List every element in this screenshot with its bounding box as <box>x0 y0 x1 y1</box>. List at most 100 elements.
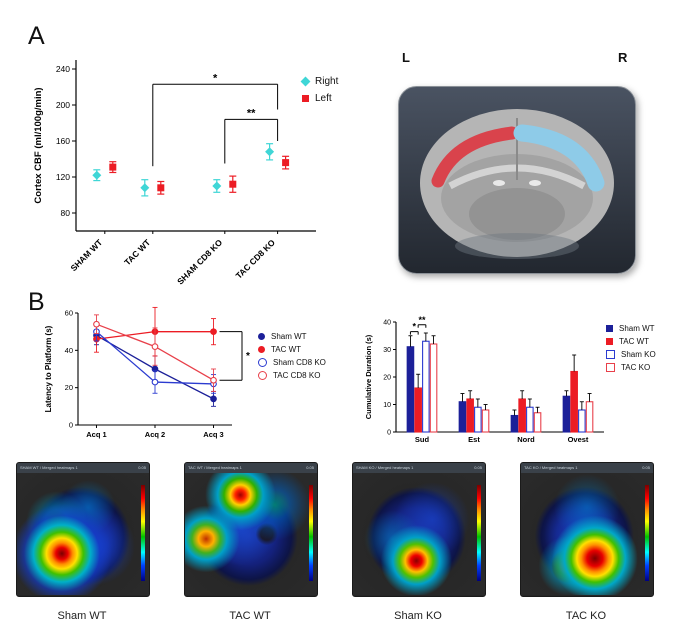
legend-label: TAC WT <box>619 337 650 346</box>
legend-item: Sham KO <box>606 350 656 359</box>
heatmap-colorbar <box>645 485 649 581</box>
heatmap-caption-sham-wt: Sham WT <box>57 610 107 622</box>
heatmap-titlebar: SHAM WT / Merged heatmaps 1 0.05 <box>17 463 149 473</box>
heatmap-sham-ko: SHAM KO / Merged heatmaps 1 0.05 <box>352 462 486 597</box>
latency-svg: 0 20 40 60 Latency to Platform (s) Acq 1 Acq 2… <box>44 306 250 439</box>
svg-text:*: * <box>213 72 218 84</box>
legend-label: TAC WT <box>271 345 302 354</box>
legend-marker-square <box>606 363 615 372</box>
heatmap-blobs <box>185 473 317 595</box>
heatmap-canvas <box>521 473 653 595</box>
svg-text:Est: Est <box>468 435 480 444</box>
legend-marker-circle <box>258 333 265 340</box>
heatmap-blobs <box>17 473 149 595</box>
svg-text:160: 160 <box>56 136 70 146</box>
mri-brain-image <box>398 86 636 274</box>
legend-marker-square <box>606 350 615 359</box>
legend-marker-square <box>606 325 613 332</box>
svg-text:*: * <box>246 351 250 362</box>
legend-item: TAC WT <box>606 337 656 346</box>
legend-marker-diamond <box>300 76 311 87</box>
heatmap-blobs <box>353 473 485 595</box>
cbf-svg: 80 120 160 200 240 Cortex CBF (ml/100g/min) SH… <box>33 60 316 286</box>
mri-brain-svg <box>398 86 636 274</box>
legend-item: TAC WT <box>258 345 326 354</box>
svg-text:0: 0 <box>69 421 73 430</box>
heatmap-caption-sham-ko: Sham KO <box>394 610 442 622</box>
legend-label: Left <box>315 93 332 104</box>
heatmap-tac-ko: TAC KO / Merged heatmaps 1 0.05 <box>520 462 654 597</box>
heatmap-titlebar: SHAM KO / Merged heatmaps 1 0.05 <box>353 463 485 473</box>
mri-right-label: R <box>618 50 628 65</box>
heatmap-scale-value: 0.05 <box>474 465 482 470</box>
svg-text:40: 40 <box>65 346 73 355</box>
legend-marker-circle <box>258 371 267 380</box>
legend-marker-circle <box>258 346 265 353</box>
legend-marker-square <box>302 95 309 102</box>
svg-text:Cortex CBF (ml/100g/min): Cortex CBF (ml/100g/min) <box>33 87 44 203</box>
legend-label: TAC KO <box>621 363 651 372</box>
legend-marker-square <box>606 338 613 345</box>
svg-text:TAC CD8 KO: TAC CD8 KO <box>234 237 278 281</box>
svg-text:80: 80 <box>61 208 71 218</box>
mri-left-label: L <box>402 50 410 65</box>
mri-blue-region <box>513 124 605 192</box>
legend-item: Sham WT <box>606 324 656 333</box>
heatmap-caption-tac-ko: TAC KO <box>565 610 607 622</box>
legend-label: Sham WT <box>271 332 307 341</box>
svg-text:Sud: Sud <box>415 435 430 444</box>
heatmap-canvas <box>17 473 149 595</box>
legend-marker-circle <box>258 358 267 367</box>
heatmap-canvas <box>353 473 485 595</box>
heatmap-blobs <box>521 473 653 595</box>
heatmap-scale-value: 0.05 <box>306 465 314 470</box>
heatmap-titlebar: TAC WT / Merged heatmaps 1 0.05 <box>185 463 317 473</box>
mri-red-region <box>431 126 519 188</box>
svg-text:60: 60 <box>65 309 73 318</box>
legend-item: TAC KO <box>606 363 656 372</box>
svg-text:20: 20 <box>65 383 73 392</box>
legend-item: TAC CD8 KO <box>258 371 326 380</box>
legend-label: Sham WT <box>619 324 655 333</box>
legend-item: Sham CD8 KO <box>258 358 326 367</box>
duration-bar-chart: 0 10 20 30 40 Cumulative Duration (s) Sud Est No… <box>362 306 610 448</box>
svg-text:Latency to Platform (s): Latency to Platform (s) <box>44 325 53 412</box>
heatmap-colorbar <box>141 485 145 581</box>
svg-text:40: 40 <box>383 320 391 327</box>
svg-text:Ovest: Ovest <box>568 435 589 444</box>
svg-text:**: ** <box>247 107 256 119</box>
heatmap-title-text: TAC KO / Merged heatmaps 1 <box>524 465 578 470</box>
svg-text:Cumulative Duration (s): Cumulative Duration (s) <box>364 334 373 419</box>
latency-legend: Sham WT TAC WT Sham CD8 KO TAC CD8 KO <box>258 332 326 384</box>
legend-label: Sham CD8 KO <box>273 358 326 367</box>
legend-label: TAC CD8 KO <box>273 371 321 380</box>
legend-item: Left <box>302 93 338 104</box>
legend-item: Sham WT <box>258 332 326 341</box>
heatmap-colorbar <box>477 485 481 581</box>
svg-text:10: 10 <box>383 402 391 409</box>
panel-b-label: B <box>28 288 45 316</box>
heatmap-canvas <box>185 473 317 595</box>
duration-legend: Sham WT TAC WT Sham KO TAC KO <box>606 324 656 376</box>
svg-text:30: 30 <box>383 347 391 354</box>
legend-label: Sham KO <box>621 350 656 359</box>
svg-text:**: ** <box>418 315 426 325</box>
svg-text:TAC WT: TAC WT <box>122 237 153 268</box>
heatmap-titlebar: TAC KO / Merged heatmaps 1 0.05 <box>521 463 653 473</box>
svg-text:240: 240 <box>56 64 70 74</box>
heatmap-title-text: SHAM WT / Merged heatmaps 1 <box>20 465 78 470</box>
heatmap-title-text: SHAM KO / Merged heatmaps 1 <box>356 465 414 470</box>
cbf-legend: Right Left <box>300 76 338 110</box>
heatmap-scale-value: 0.05 <box>642 465 650 470</box>
svg-text:Nord: Nord <box>517 435 535 444</box>
cbf-scatter-chart: 80 120 160 200 240 Cortex CBF (ml/100g/min) SH… <box>30 46 360 291</box>
svg-text:SHAM CD8 KO: SHAM CD8 KO <box>175 237 224 286</box>
svg-text:20: 20 <box>383 375 391 382</box>
heatmap-scale-value: 0.05 <box>138 465 146 470</box>
legend-item: Right <box>300 76 338 87</box>
svg-text:Acq 2: Acq 2 <box>145 430 165 439</box>
heatmap-sham-wt: SHAM WT / Merged heatmaps 1 0.05 <box>16 462 150 597</box>
svg-text:*: * <box>413 322 417 332</box>
svg-text:Acq 1: Acq 1 <box>86 430 106 439</box>
heatmap-colorbar <box>309 485 313 581</box>
